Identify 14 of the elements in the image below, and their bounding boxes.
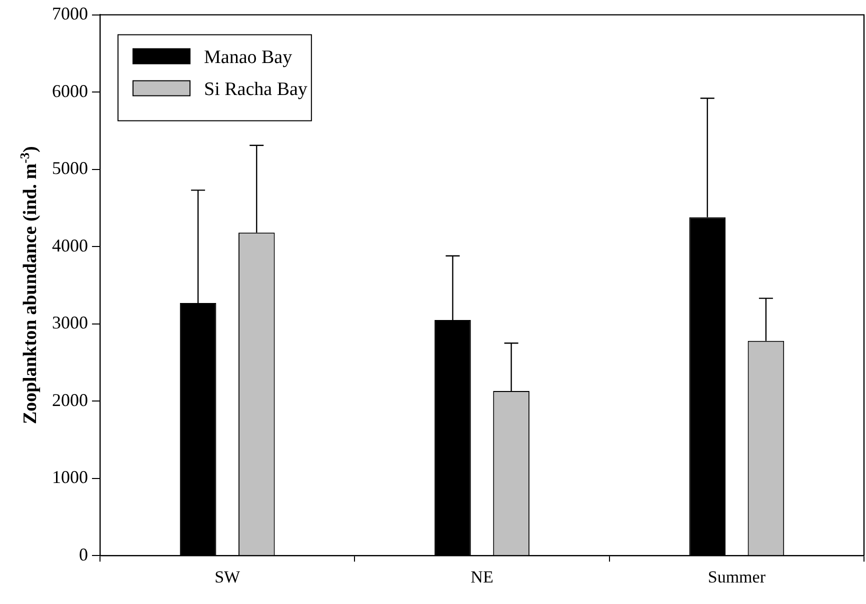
y-axis-title: Zooplankton abundance (ind. m-3)	[17, 146, 41, 424]
legend-label: Si Racha Bay	[204, 78, 308, 100]
y-tick-label: 3000	[52, 312, 88, 333]
y-tick-label: 7000	[52, 4, 88, 24]
y-tick-label: 2000	[52, 390, 88, 410]
y-tick-label: 5000	[52, 158, 88, 178]
y-tick-label: 1000	[52, 467, 88, 488]
y-tick-label: 6000	[52, 80, 88, 101]
x-tick-label: NE	[470, 567, 494, 586]
legend-label: Manao Bay	[204, 46, 293, 68]
y-tick-label: 4000	[52, 235, 88, 256]
x-tick-label: Summer	[708, 567, 766, 586]
x-tick-label: SW	[214, 567, 242, 586]
y-tick-label: 0	[79, 544, 88, 564]
